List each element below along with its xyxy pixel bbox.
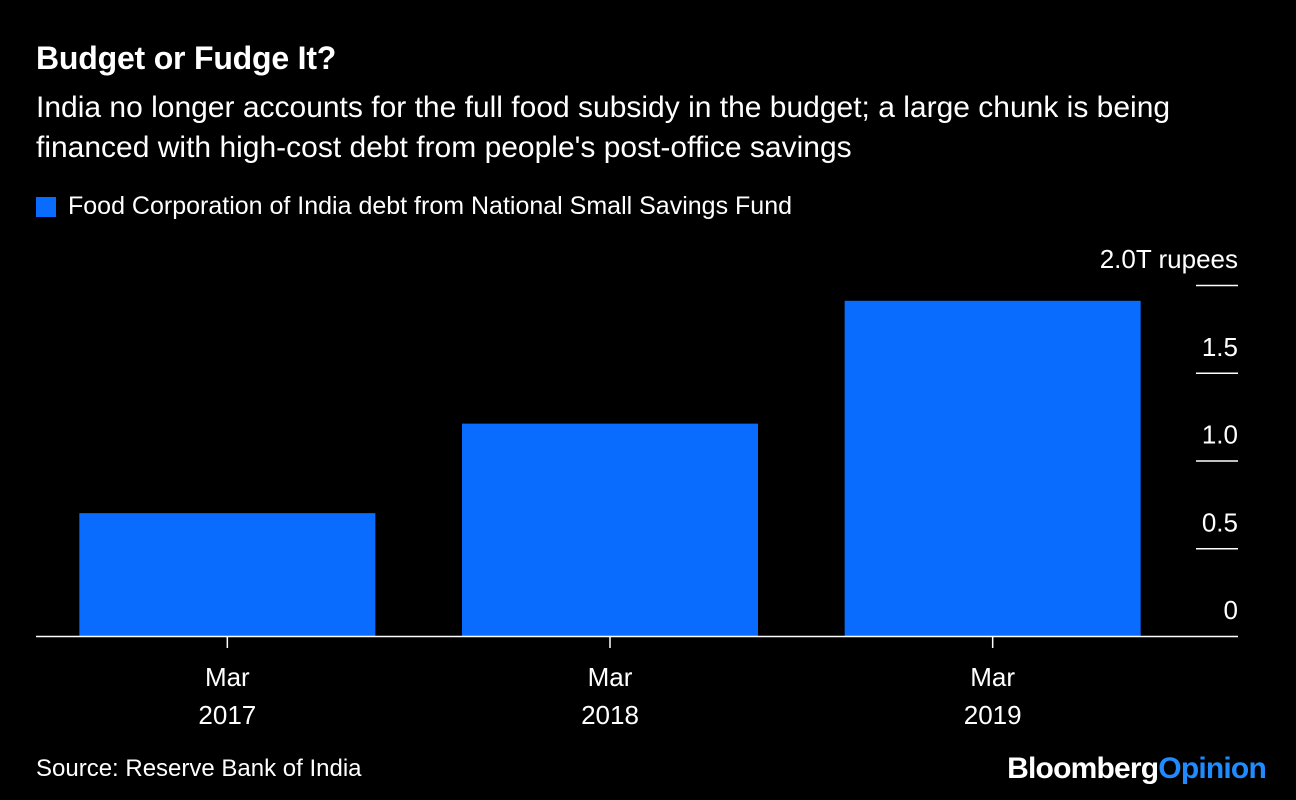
bloomberg-opinion-logo: BloombergOpinion — [1007, 752, 1267, 786]
x-tick-label-1-1: 2018 — [581, 700, 639, 730]
bar-0 — [79, 513, 376, 636]
source-note: Source: Reserve Bank of India — [36, 755, 362, 782]
brand-opinion: Opinion — [1158, 752, 1267, 785]
legend-swatch — [36, 196, 56, 217]
brand-bloomberg: Bloomberg — [1007, 752, 1159, 785]
chart-title: Budget or Fudge It? — [36, 40, 337, 76]
x-tick-label-1-0: Mar — [588, 662, 633, 692]
legend-label: Food Corporation of India debt from Nati… — [68, 192, 792, 220]
x-tick-label-2-1: 2019 — [964, 700, 1022, 730]
bar-1 — [462, 423, 758, 636]
y-tick-label-1: 0.5 — [1202, 507, 1238, 537]
y-tick-label-2: 1.0 — [1202, 420, 1238, 450]
bar-2 — [844, 300, 1141, 636]
y-tick-label-0: 0 — [1224, 595, 1238, 625]
y-tick-label-4: 2.0T rupees — [1100, 244, 1238, 274]
chart-subtitle: India no longer accounts for the full fo… — [36, 91, 1171, 164]
x-tick-label-2-0: Mar — [970, 662, 1015, 692]
y-tick-label-3: 1.5 — [1202, 332, 1238, 362]
legend: Food Corporation of India debt from Nati… — [36, 192, 792, 221]
x-tick-label-0-1: 2017 — [198, 700, 256, 730]
x-tick-label-0-0: Mar — [205, 662, 250, 692]
